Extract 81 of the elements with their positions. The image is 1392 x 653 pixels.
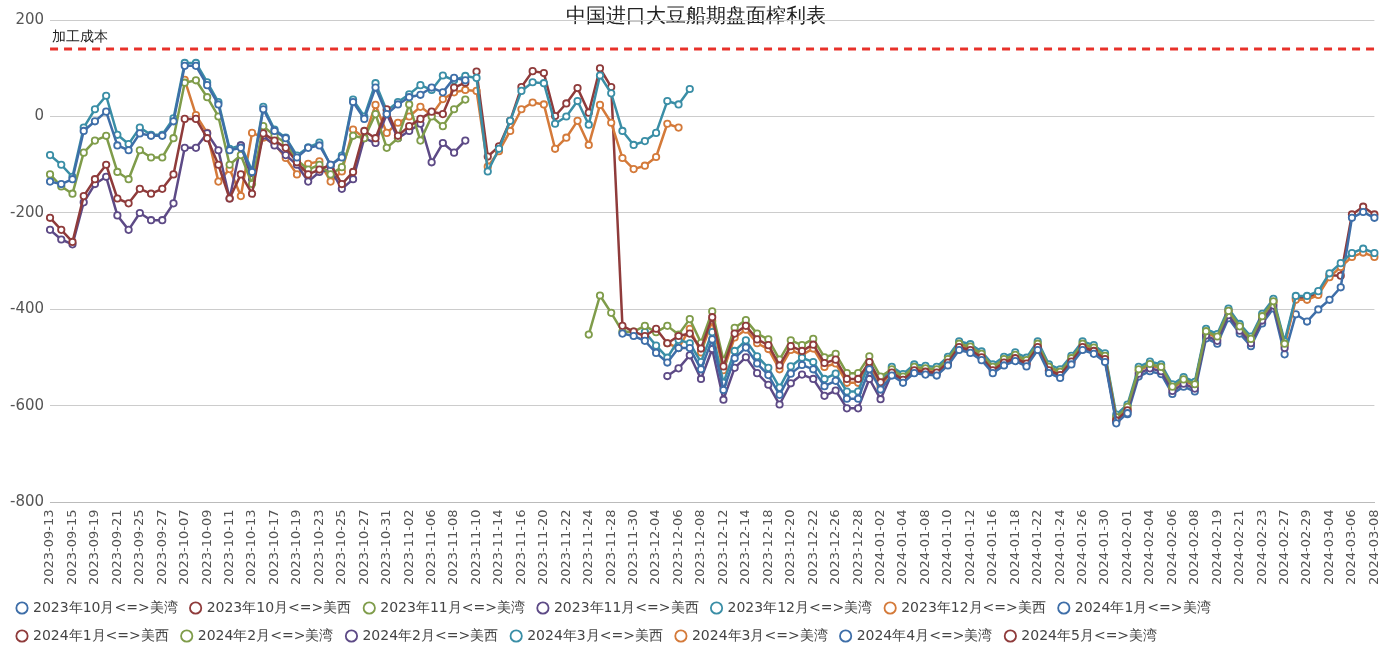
x-tick-label: 2024-01-26 <box>1073 509 1089 586</box>
x-tick-label: 2023-10-23 <box>310 509 326 586</box>
x-tick-label: 2023-11-30 <box>625 509 641 586</box>
y-tick-label: -800 <box>10 492 45 511</box>
x-tick-label: 2023-12-08 <box>692 509 708 586</box>
x-tick-label: 2023-12-20 <box>782 509 798 586</box>
x-tick-label: 2023-11-06 <box>423 509 439 586</box>
x-tick-label: 2023-10-19 <box>288 509 304 586</box>
x-tick-label: 2023-09-15 <box>63 509 79 586</box>
x-tick-label: 2024-03-08 <box>1365 509 1381 586</box>
legend-label: 2024年2月<=>美湾 <box>197 626 334 643</box>
legend-label: 2023年12月<=>美湾 <box>727 598 873 615</box>
x-tick-label: 2023-12-26 <box>827 509 843 586</box>
y-tick-label: -200 <box>10 202 45 221</box>
x-tick-label: 2024-02-23 <box>1253 509 1269 586</box>
legend-label: 2024年4月<=>美湾 <box>856 626 993 643</box>
y-tick-label: -400 <box>10 299 45 318</box>
x-tick-label: 2023-11-16 <box>512 509 528 586</box>
x-tick-label: 2023-09-21 <box>108 509 124 586</box>
x-tick-label: 2023-10-09 <box>198 509 214 586</box>
legend-label: 2024年3月<=>美湾 <box>691 626 828 643</box>
x-tick-label: 2024-01-16 <box>984 509 1000 586</box>
x-tick-label: 2024-02-27 <box>1275 509 1291 586</box>
x-tick-label: 2024-01-22 <box>1029 509 1045 586</box>
x-tick-label: 2023-11-20 <box>535 509 551 586</box>
legend-label: 2024年5月<=>美湾 <box>1021 626 1158 643</box>
x-tick-label: 2023-11-02 <box>400 509 416 586</box>
legend-label: 2024年3月<=>美西 <box>527 626 663 643</box>
x-tick-label: 2024-02-08 <box>1186 509 1202 586</box>
x-tick-label: 2023-11-08 <box>445 509 461 586</box>
x-tick-label: 2023-10-07 <box>176 509 192 586</box>
x-tick-label: 2023-11-10 <box>467 509 483 586</box>
x-tick-label: 2023-09-19 <box>86 509 102 586</box>
legend-label: 2023年10月<=>美西 <box>206 598 352 615</box>
x-tick-label: 2023-12-14 <box>737 509 753 586</box>
x-tick-label: 2023-11-24 <box>580 509 596 586</box>
x-tick-label: 2023-10-13 <box>243 509 259 586</box>
y-tick-label: -600 <box>10 395 45 414</box>
x-tick-label: 2023-11-22 <box>557 509 573 586</box>
x-tick-label: 2024-01-30 <box>1096 509 1112 586</box>
x-tick-label: 2024-01-04 <box>894 509 910 586</box>
x-tick-label: 2023-09-27 <box>153 509 169 586</box>
x-tick-label: 2024-01-18 <box>1006 509 1022 586</box>
legend-label: 2023年11月<=>美湾 <box>380 598 525 615</box>
x-tick-label: 2024-03-04 <box>1320 509 1336 586</box>
y-tick-label: 200 <box>15 9 45 28</box>
legend-label: 2024年1月<=>美西 <box>33 626 169 643</box>
x-tick-label: 2023-10-17 <box>265 509 281 586</box>
x-tick-label: 2024-01-24 <box>1051 509 1067 586</box>
y-tick-label: 0 <box>34 106 45 125</box>
x-tick-label: 2024-02-21 <box>1231 509 1247 586</box>
x-tick-label: 2024-01-08 <box>916 509 932 586</box>
legend-label: 2023年10月<=>美湾 <box>33 598 178 615</box>
x-tick-label: 2023-10-27 <box>355 509 371 586</box>
x-tick-label: 2024-01-12 <box>961 509 977 586</box>
legend-label: 2023年12月<=>美西 <box>901 598 1046 615</box>
x-tick-label: 2023-10-11 <box>220 509 236 586</box>
x-tick-label: 2024-02-19 <box>1208 509 1224 586</box>
x-tick-label: 2024-02-04 <box>1141 509 1157 586</box>
x-tick-label: 2023-11-14 <box>490 509 506 586</box>
x-tick-label: 2024-01-10 <box>939 509 955 586</box>
legend-label: 2024年2月<=>美西 <box>362 626 499 643</box>
x-tick-label: 2024-02-01 <box>1118 509 1134 586</box>
x-tick-label: 2023-10-31 <box>378 509 394 586</box>
ref-line-label: 加工成本 <box>52 27 109 44</box>
x-tick-label: 2023-12-18 <box>759 509 775 586</box>
x-tick-label: 2023-10-25 <box>333 509 349 586</box>
x-tick-label: 2023-09-25 <box>131 509 147 586</box>
x-tick-label: 2023-11-28 <box>602 509 618 586</box>
x-tick-label: 2024-03-06 <box>1343 509 1359 586</box>
x-tick-label: 2024-02-29 <box>1298 509 1314 586</box>
x-tick-label: 2023-12-22 <box>804 509 820 586</box>
legend-label: 2023年11月<=>美西 <box>553 598 699 615</box>
x-tick-label: 2024-02-06 <box>1163 509 1179 586</box>
x-tick-label: 2023-12-12 <box>714 509 730 586</box>
x-tick-label: 2023-12-06 <box>669 509 685 586</box>
x-tick-label: 2024-01-02 <box>871 509 887 586</box>
x-tick-label: 2023-12-04 <box>647 509 663 586</box>
legend-label: 2024年1月<=>美湾 <box>1074 598 1211 615</box>
x-tick-label: 2023-09-13 <box>41 509 57 586</box>
x-tick-label: 2023-12-28 <box>849 509 865 586</box>
